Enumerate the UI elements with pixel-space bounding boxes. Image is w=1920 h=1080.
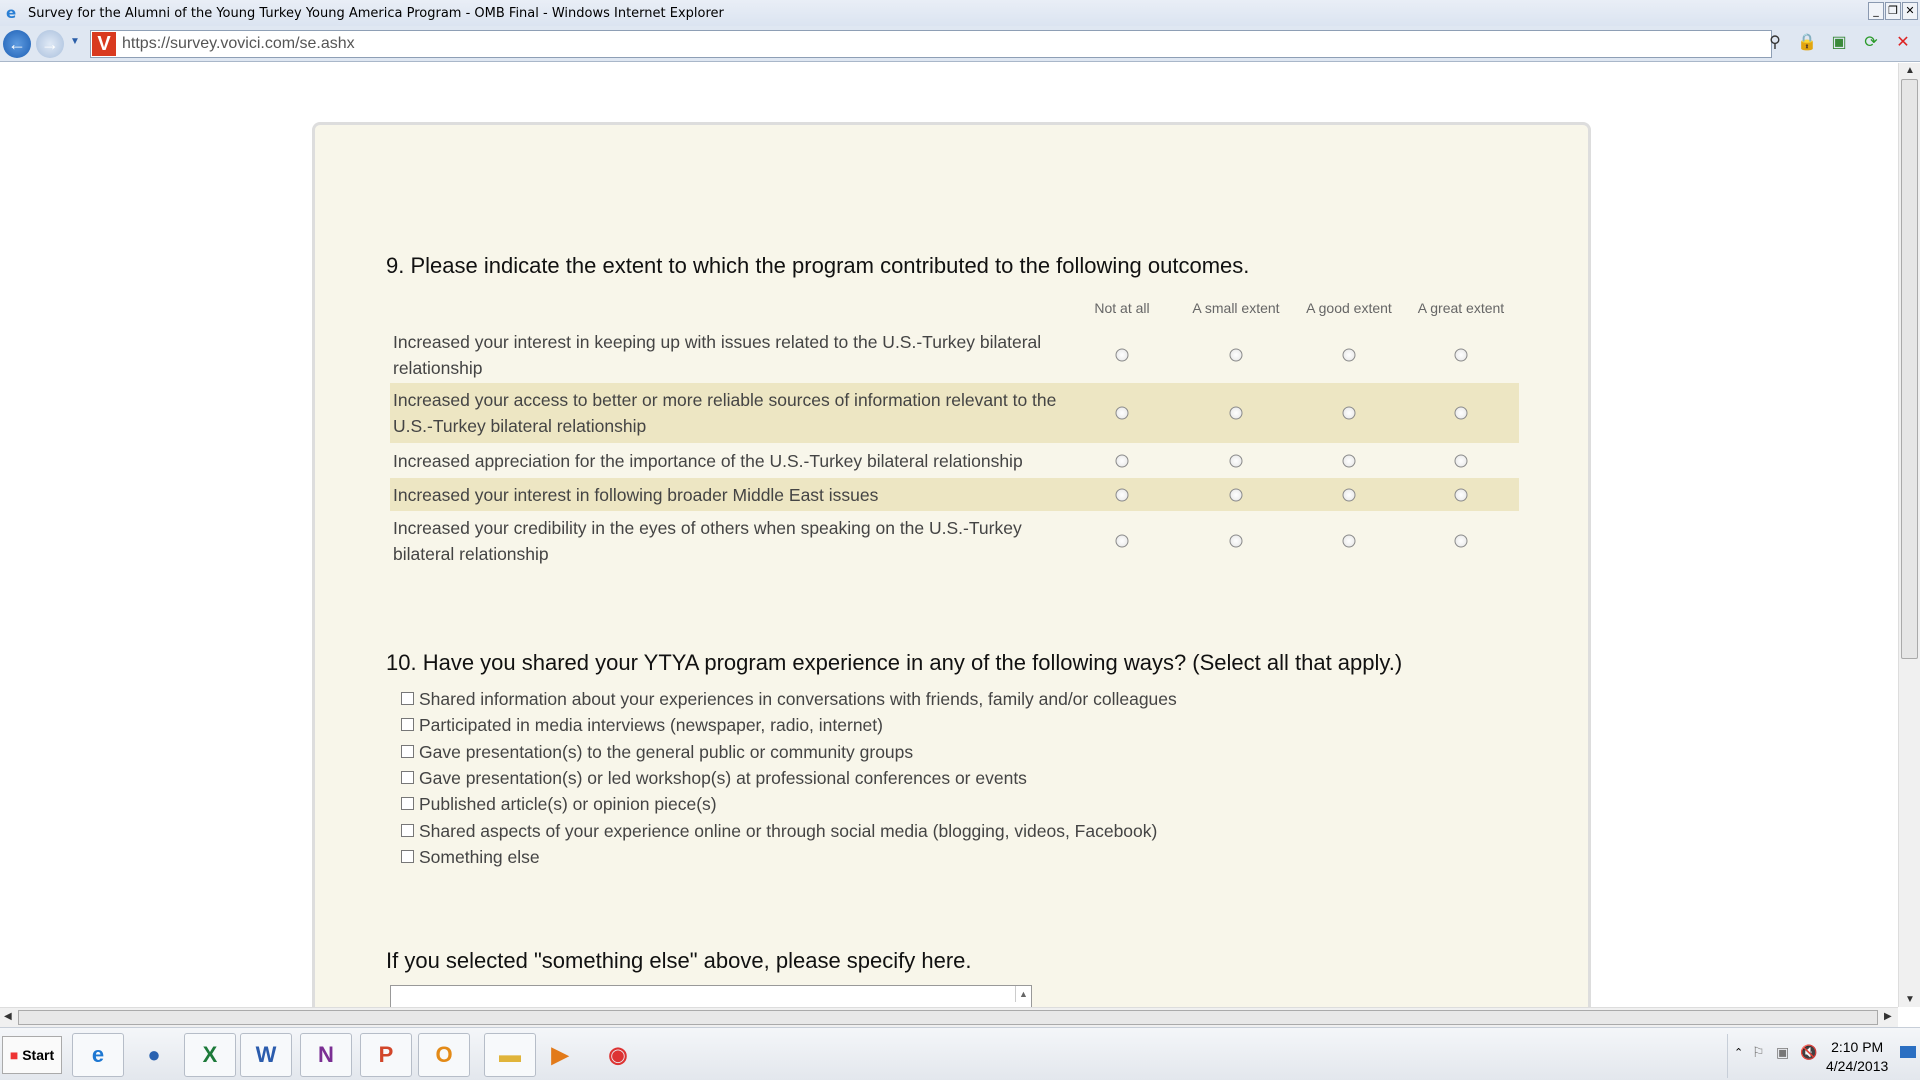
radio-a-good-extent[interactable] [1342, 406, 1356, 420]
clock-date: 4/24/2013 [1826, 1058, 1889, 1074]
option-label[interactable]: Something else [419, 846, 540, 867]
taskbar-chrome-icon[interactable]: ◉ [608, 1042, 628, 1067]
radio-a-good-extent[interactable] [1342, 454, 1356, 467]
matrix-row-label: Increased your interest in keeping up wi… [393, 332, 1042, 378]
radio-not-at-all[interactable] [1115, 534, 1129, 548]
option-checkbox[interactable] [401, 692, 414, 705]
search-icon[interactable]: ⚲ [1769, 34, 1781, 51]
taskbar-outlook-icon[interactable]: O [418, 1033, 470, 1077]
window-titlebar: e Survey for the Alumni of the Young Tur… [0, 0, 1920, 26]
window-title: Survey for the Alumni of the Young Turke… [28, 5, 724, 21]
taskbar-excel-icon[interactable]: X [184, 1033, 236, 1077]
show-desktop-icon[interactable] [1900, 1046, 1916, 1058]
horizontal-scrollbar[interactable]: ◀ ▶ [0, 1007, 1898, 1027]
q10-title: 10. Have you shared your YTYA program ex… [386, 650, 1403, 675]
clock-time: 2:10 PM [1831, 1039, 1884, 1055]
option-label[interactable]: Gave presentation(s) or led workshop(s) … [419, 767, 1027, 788]
taskbar-file-explorer-icon[interactable]: ▬ [484, 1033, 536, 1077]
matrix-row: Increased your interest in keeping up wi… [390, 327, 1519, 383]
taskbar: ■ Start e ● X W N P O ▬ ▶ ◉ ⌃ ⚐ ▣ 🔇 2:10 PM 4/24/… [0, 1027, 1920, 1080]
radio-not-at-all[interactable] [1115, 454, 1129, 467]
radio-a-great-extent[interactable] [1454, 488, 1468, 501]
show-hidden-icons[interactable]: ⌃ [1734, 1047, 1744, 1059]
start-button[interactable]: ■ Start [2, 1036, 62, 1074]
radio-a-small-extent[interactable] [1229, 454, 1243, 467]
column-header: Not at all [1094, 300, 1150, 316]
matrix-row: Increased appreciation for the importanc… [390, 443, 1519, 478]
matrix-row-label: Increased your access to better or more … [393, 390, 1057, 436]
radio-a-great-extent[interactable] [1454, 406, 1468, 420]
radio-a-great-extent[interactable] [1454, 534, 1468, 548]
lock-icon[interactable]: 🔒 [1797, 34, 1817, 51]
url-text: https://survey.vovici.com/se.ashx [122, 35, 355, 52]
option-label[interactable]: Published article(s) or opinion piece(s) [419, 794, 717, 815]
network-icon[interactable]: ▣ [1776, 1044, 1790, 1060]
horizontal-scroll-thumb[interactable] [18, 1010, 1878, 1025]
compatibility-icon[interactable]: ▣ [1831, 34, 1847, 51]
taskbar-word-icon[interactable]: W [240, 1033, 292, 1077]
page-content: 9. Please indicate the extent to which t… [0, 63, 1898, 1007]
address-bar: ← → ▼ V https://survey.vovici.com/se.ash… [0, 26, 1920, 62]
option-label[interactable]: Shared aspects of your experience online… [419, 820, 1158, 841]
option-checkbox[interactable] [401, 823, 414, 837]
ie-icon: e [6, 4, 17, 22]
radio-a-small-extent[interactable] [1229, 348, 1243, 362]
matrix-row: Increased your interest in following bro… [390, 478, 1519, 511]
taskbar-onenote-icon[interactable]: N [300, 1033, 352, 1077]
option-checkbox[interactable] [401, 770, 414, 784]
option-checkbox[interactable] [401, 718, 414, 732]
radio-a-small-extent[interactable] [1229, 488, 1243, 501]
matrix-row-label: Increased appreciation for the importanc… [393, 450, 1023, 471]
something-else-textarea[interactable]: ▲ [390, 985, 1032, 1007]
taskbar-globe-icon[interactable]: ● [147, 1042, 161, 1067]
url-field[interactable]: V https://survey.vovici.com/se.ashx [90, 30, 1772, 58]
minimize-button[interactable]: _ [1868, 2, 1884, 20]
close-button[interactable]: ✕ [1902, 2, 1918, 20]
radio-not-at-all[interactable] [1115, 488, 1129, 501]
q9-title: 9. Please indicate the extent to which t… [386, 253, 1250, 278]
radio-a-good-extent[interactable] [1342, 488, 1356, 501]
matrix-row-label: Increased your interest in following bro… [393, 484, 879, 505]
site-favicon: V [92, 32, 116, 56]
volume-muted-icon[interactable]: 🔇 [1800, 1044, 1818, 1060]
taskbar-media-player-icon[interactable]: ▶ [551, 1042, 569, 1067]
option-checkbox[interactable] [401, 797, 414, 811]
textarea-scroll-up[interactable]: ▲ [1015, 986, 1031, 1002]
radio-a-good-extent[interactable] [1342, 348, 1356, 362]
option-checkbox[interactable] [401, 744, 414, 758]
radio-a-great-extent[interactable] [1454, 348, 1468, 362]
radio-a-good-extent[interactable] [1342, 534, 1356, 548]
system-tray: ⌃ ⚐ ▣ 🔇 2:10 PM 4/24/2013 [1727, 1034, 1920, 1078]
q10b-title: If you selected "something else" above, … [386, 948, 972, 973]
taskbar-powerpoint-icon[interactable]: P [360, 1033, 412, 1077]
back-button[interactable]: ← [3, 30, 31, 58]
vertical-scroll-thumb[interactable] [1901, 79, 1918, 659]
refresh-icon[interactable]: ⟳ [1864, 34, 1878, 51]
restore-button[interactable]: ❐ [1885, 2, 1901, 20]
option-checkbox[interactable] [401, 849, 414, 863]
clock[interactable]: 2:10 PM 4/24/2013 [1826, 1038, 1888, 1076]
column-header: A great extent [1417, 300, 1505, 316]
option-label[interactable]: Participated in media interviews (newspa… [419, 715, 883, 736]
radio-a-small-extent[interactable] [1229, 406, 1243, 420]
vertical-scrollbar[interactable]: ▲ ▼ [1898, 63, 1920, 1007]
radio-a-great-extent[interactable] [1454, 454, 1468, 467]
matrix-row: Increased your access to better or more … [390, 383, 1519, 443]
forward-button[interactable]: → [36, 30, 64, 58]
matrix-row-label: Increased your credibility in the eyes o… [393, 518, 1022, 564]
option-label[interactable]: Shared information about your experience… [419, 689, 1177, 709]
stop-icon[interactable]: ✕ [1896, 34, 1910, 51]
column-header: A good extent [1306, 300, 1392, 316]
flag-icon[interactable]: ⚐ [1752, 1044, 1765, 1060]
radio-a-small-extent[interactable] [1229, 534, 1243, 548]
taskbar-internet-explorer-icon[interactable]: e [72, 1033, 124, 1077]
radio-not-at-all[interactable] [1115, 348, 1129, 362]
option-label[interactable]: Gave presentation(s) to the general publ… [419, 741, 914, 762]
radio-not-at-all[interactable] [1115, 406, 1129, 420]
column-header: A small extent [1192, 300, 1280, 316]
history-dropdown-icon[interactable]: ▼ [70, 36, 80, 47]
survey-panel: 9. Please indicate the extent to which t… [312, 122, 1591, 1007]
matrix-row: Increased your credibility in the eyes o… [390, 511, 1519, 571]
